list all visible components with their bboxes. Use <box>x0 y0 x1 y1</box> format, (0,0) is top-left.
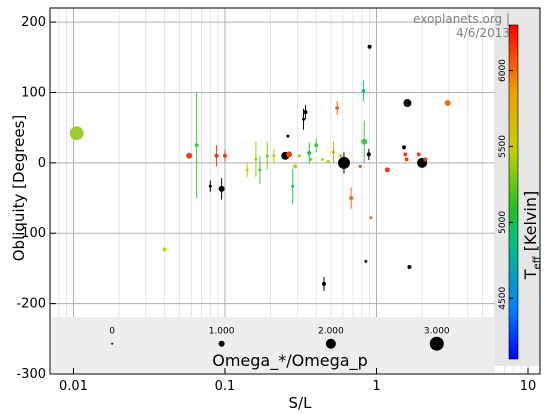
data-point <box>384 167 390 173</box>
data-point <box>331 150 335 154</box>
colorbar-label-sub: eff <box>532 255 543 269</box>
size-legend-label: 2.000 <box>318 327 344 337</box>
colorbar-label: Teff [Kelvin] <box>521 191 543 280</box>
data-point <box>258 168 262 172</box>
colorbar-tick-label: 5500 <box>498 135 508 158</box>
y-axis-label: Obliquity [Degrees] <box>10 114 28 262</box>
size-legend-panel <box>51 317 495 373</box>
data-point <box>302 117 306 121</box>
data-points <box>69 44 451 291</box>
plot-frame <box>49 7 541 375</box>
data-point <box>364 259 368 263</box>
size-legend-label: 1.000 <box>209 327 235 337</box>
data-point <box>222 153 227 158</box>
data-point <box>349 196 354 201</box>
data-point <box>335 105 340 110</box>
x-tick-label: 1 <box>372 379 380 394</box>
data-point <box>361 138 368 145</box>
data-point <box>245 168 249 172</box>
data-point <box>361 89 366 94</box>
data-point <box>320 157 324 161</box>
data-point <box>407 265 412 270</box>
data-point <box>162 247 167 252</box>
size-legend-title: Omega_*/Omega_p <box>212 351 368 370</box>
x-tick-label: 10 <box>520 379 537 394</box>
data-point <box>404 157 409 162</box>
data-point <box>307 150 312 155</box>
data-point <box>214 153 219 158</box>
data-point <box>366 152 371 157</box>
data-point <box>402 145 407 150</box>
size-legend-marker <box>429 336 444 351</box>
x-tick-label: 0.1 <box>215 379 236 394</box>
data-point <box>321 281 326 286</box>
x-axis-label: S/L <box>288 394 312 412</box>
data-point <box>416 152 421 157</box>
colorbar-tick-label: 5000 <box>498 211 508 234</box>
x-tick-label: 0.01 <box>59 379 88 394</box>
y-tick-label: -100 <box>16 226 46 241</box>
data-point <box>194 143 199 148</box>
data-point <box>358 164 362 168</box>
data-point <box>444 100 451 107</box>
data-point <box>326 159 330 163</box>
size-legend-marker <box>325 338 336 349</box>
colorbar <box>508 24 519 360</box>
axis-ticks: 0.01 0.1 1 10 200 100 0 -100 -200 -300 <box>16 15 536 394</box>
data-point <box>286 151 293 158</box>
y-tick-label: -200 <box>16 297 46 312</box>
colorbar-ticks: 6000 5500 5000 4500 <box>498 59 513 310</box>
data-point <box>297 154 301 158</box>
size-legend-marker <box>218 340 225 347</box>
data-point <box>403 99 412 108</box>
size-legend-label: 3.000 <box>424 327 450 337</box>
size-legend: 0 1.000 2.000 3.000 <box>109 327 450 351</box>
colorbar-label-main: T <box>521 269 540 280</box>
data-point <box>291 184 295 188</box>
size-legend-marker <box>111 342 114 345</box>
y-tick-label: 0 <box>38 156 46 171</box>
data-point <box>303 110 308 115</box>
data-point <box>367 44 372 49</box>
data-point <box>293 164 298 169</box>
data-point <box>339 154 343 158</box>
data-point <box>254 157 258 161</box>
data-point <box>309 157 313 161</box>
plot-frame-bg <box>50 8 540 374</box>
colorbar-tick-label: 6000 <box>498 59 508 82</box>
data-point <box>337 156 350 169</box>
data-point <box>208 184 212 188</box>
data-point <box>218 185 225 192</box>
data-point <box>186 152 193 159</box>
y-tick-label: 100 <box>21 85 46 100</box>
colorbar-label-rest: [Kelvin] <box>521 191 540 257</box>
credit-text: exoplanets.org | 4/6/2013 <box>413 12 510 40</box>
data-point <box>403 152 408 157</box>
data-point <box>314 143 319 148</box>
y-tick-label: -300 <box>16 367 46 382</box>
data-point <box>272 154 276 158</box>
data-point <box>286 134 290 138</box>
size-legend-label: 0 <box>109 327 115 337</box>
data-point <box>369 216 373 220</box>
colorbar-tick-label: 4500 <box>498 287 508 310</box>
data-point <box>265 154 269 158</box>
data-point <box>423 157 428 162</box>
data-point <box>69 126 84 141</box>
y-tick-label: 200 <box>21 15 46 30</box>
